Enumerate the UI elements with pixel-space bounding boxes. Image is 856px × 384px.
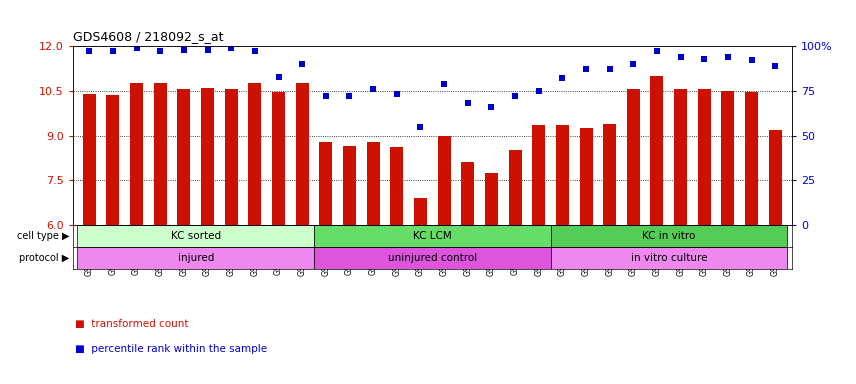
- Point: [295, 61, 309, 67]
- Point: [200, 46, 214, 53]
- Bar: [580, 128, 592, 225]
- Point: [651, 48, 664, 55]
- Bar: [769, 130, 782, 225]
- Point: [153, 48, 167, 55]
- Bar: [651, 76, 663, 225]
- Point: [484, 104, 498, 110]
- Bar: [83, 94, 96, 225]
- Bar: [627, 89, 639, 225]
- Text: in vitro culture: in vitro culture: [631, 253, 707, 263]
- Point: [177, 46, 191, 53]
- Bar: [461, 162, 474, 225]
- Bar: [343, 146, 356, 225]
- Point: [508, 93, 522, 99]
- Point: [556, 75, 569, 81]
- Bar: [295, 83, 309, 225]
- Bar: [484, 173, 498, 225]
- Point: [745, 57, 758, 63]
- Point: [532, 88, 545, 94]
- Point: [461, 100, 474, 106]
- Bar: [414, 198, 427, 225]
- Bar: [556, 125, 569, 225]
- Point: [769, 63, 782, 69]
- Point: [413, 124, 427, 130]
- Bar: [698, 89, 710, 225]
- Bar: [550, 247, 787, 269]
- Bar: [603, 124, 616, 225]
- Text: KC LCM: KC LCM: [413, 231, 452, 241]
- Point: [224, 45, 238, 51]
- Text: uninjured control: uninjured control: [388, 253, 477, 263]
- Bar: [314, 247, 550, 269]
- Point: [721, 54, 734, 60]
- Point: [366, 86, 380, 92]
- Bar: [532, 125, 545, 225]
- Point: [603, 66, 616, 73]
- Point: [580, 66, 593, 73]
- Point: [106, 48, 120, 55]
- Bar: [550, 225, 787, 247]
- Point: [698, 56, 711, 62]
- Bar: [154, 83, 167, 225]
- Point: [390, 91, 404, 98]
- Bar: [366, 142, 380, 225]
- Bar: [78, 247, 314, 269]
- Bar: [225, 89, 238, 225]
- Point: [248, 48, 262, 55]
- Point: [627, 61, 640, 67]
- Point: [271, 73, 285, 79]
- Point: [130, 45, 144, 51]
- Bar: [508, 151, 521, 225]
- Point: [674, 54, 687, 60]
- Point: [319, 93, 333, 99]
- Bar: [106, 95, 120, 225]
- Bar: [319, 142, 332, 225]
- Text: injured: injured: [177, 253, 214, 263]
- Text: ■  percentile rank within the sample: ■ percentile rank within the sample: [75, 344, 267, 354]
- Bar: [201, 88, 214, 225]
- Point: [437, 81, 451, 87]
- Point: [82, 48, 96, 55]
- Bar: [437, 136, 450, 225]
- Text: ■  transformed count: ■ transformed count: [75, 319, 189, 329]
- Text: cell type ▶: cell type ▶: [16, 231, 69, 241]
- Bar: [177, 89, 190, 225]
- Bar: [248, 83, 261, 225]
- Text: GDS4608 / 218092_s_at: GDS4608 / 218092_s_at: [73, 30, 223, 43]
- Text: KC sorted: KC sorted: [170, 231, 221, 241]
- Point: [342, 93, 356, 99]
- Bar: [78, 225, 314, 247]
- Bar: [130, 83, 143, 225]
- Text: protocol ▶: protocol ▶: [19, 253, 69, 263]
- Text: KC in vitro: KC in vitro: [642, 231, 695, 241]
- Bar: [314, 225, 550, 247]
- Bar: [745, 92, 758, 225]
- Bar: [272, 92, 285, 225]
- Bar: [722, 91, 734, 225]
- Bar: [675, 89, 687, 225]
- Bar: [390, 147, 403, 225]
